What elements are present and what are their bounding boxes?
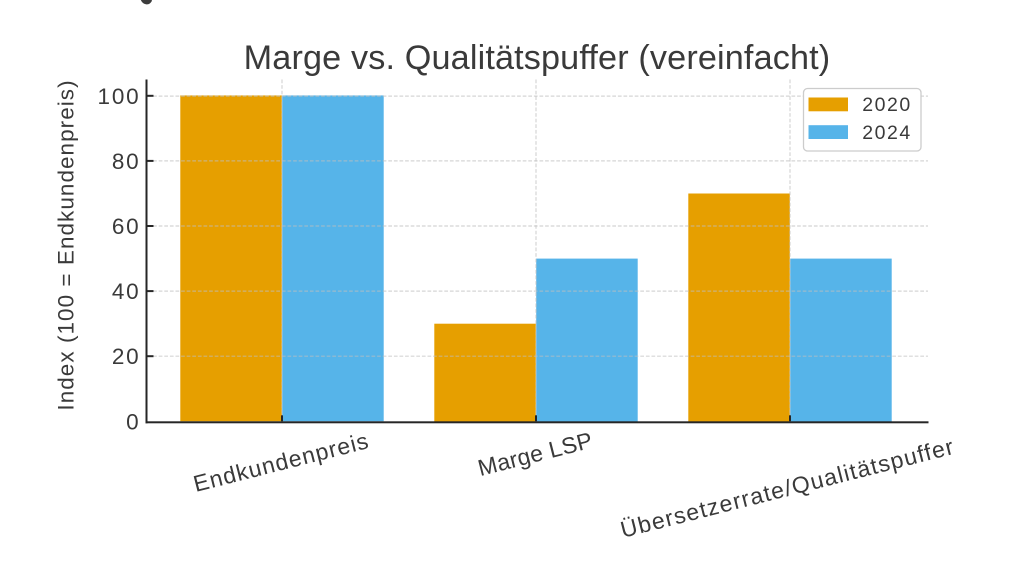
- svg-text:100: 100: [98, 84, 141, 109]
- svg-text:20: 20: [112, 344, 141, 369]
- svg-text:60: 60: [112, 214, 141, 239]
- svg-text:Endkundenpreis: Endkundenpreis: [191, 427, 372, 497]
- svg-text:0: 0: [126, 409, 140, 434]
- svg-text:40: 40: [112, 279, 141, 304]
- svg-text:2020: 2020: [862, 94, 911, 116]
- svg-text:Marge LSP: Marge LSP: [475, 427, 595, 481]
- svg-text:Marge vs. Qualitätspuffer (ver: Marge vs. Qualitätspuffer (vereinfacht): [244, 39, 831, 77]
- svg-text:Index (100 = Endkundenpreis): Index (100 = Endkundenpreis): [54, 79, 79, 410]
- svg-text:80: 80: [112, 149, 141, 174]
- svg-text:2024: 2024: [862, 122, 911, 144]
- svg-text:Übersetzerrate/Qualitätspuffer: Übersetzerrate/Qualitätspuffer: [618, 433, 957, 543]
